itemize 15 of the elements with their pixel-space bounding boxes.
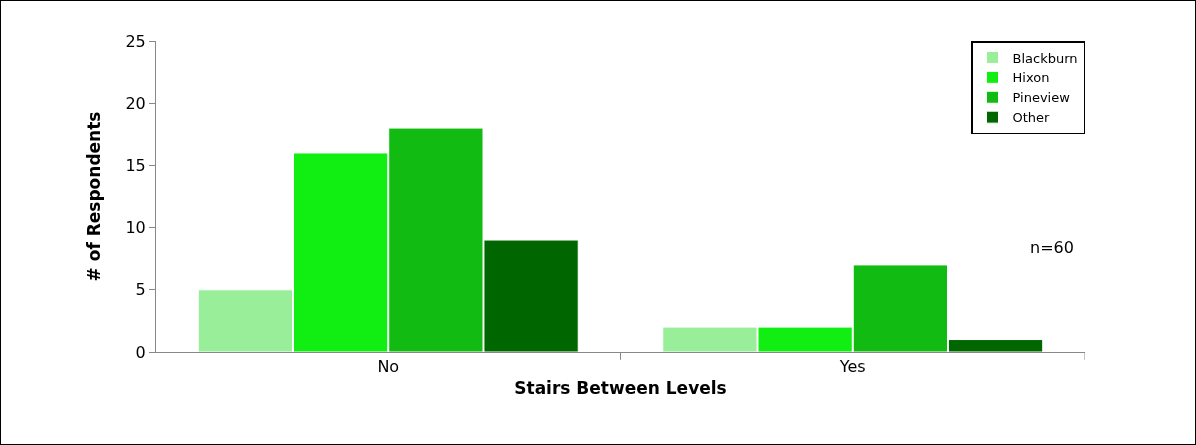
legend-label: Other: [1012, 110, 1051, 126]
y-tick-label: 0: [135, 342, 146, 362]
y-tick-label: 15: [125, 156, 146, 175]
y-axis-title: # of Respondents: [83, 111, 104, 282]
y-tick-label: 5: [135, 280, 146, 300]
y-tick-label: 25: [125, 31, 146, 51]
x-axis-title: Stairs Between Levels: [514, 377, 727, 398]
legend-label: Hixon: [1012, 70, 1050, 86]
y-tick-label: 10: [125, 218, 146, 238]
y-tick-label: 20: [125, 93, 146, 113]
annotation: n=60: [1030, 238, 1074, 257]
legend-label: Blackburn: [1012, 50, 1078, 66]
legend-label: Pineview: [1012, 90, 1071, 106]
x-tick-label: No: [377, 357, 400, 377]
x-tick-label: Yes: [838, 357, 866, 377]
